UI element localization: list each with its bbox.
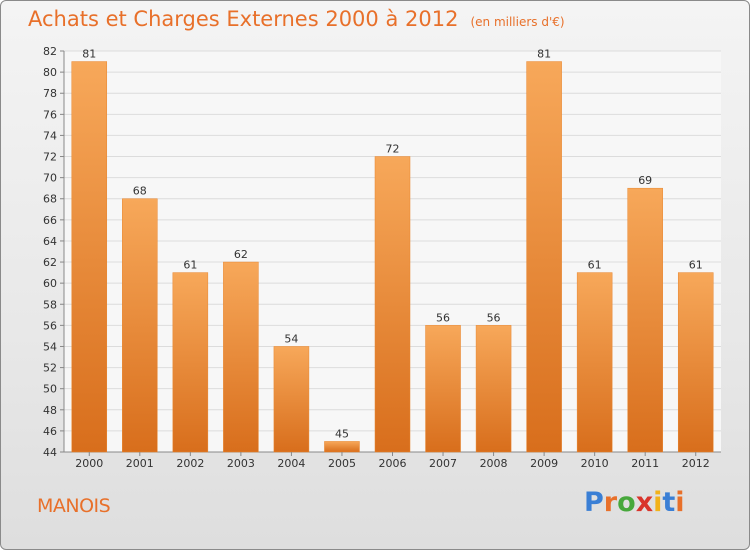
bar-value-label: 61 (183, 259, 197, 272)
bar-value-label: 69 (638, 174, 652, 187)
x-tick-label: 2006 (379, 457, 407, 470)
x-tick-label: 2003 (227, 457, 255, 470)
bar (172, 272, 209, 453)
bar (425, 325, 461, 453)
y-tick-label: 72 (43, 151, 57, 164)
logo-letter: i (653, 487, 663, 518)
logo-letter: P (584, 487, 604, 518)
logo-letter: i (675, 487, 685, 518)
y-tick-label: 60 (43, 277, 57, 290)
y-tick-label: 52 (43, 362, 57, 375)
y-tick-label: 54 (43, 340, 57, 353)
y-tick-label: 66 (43, 214, 57, 227)
bar-value-label: 54 (284, 332, 298, 345)
bar (324, 441, 360, 453)
y-tick-label: 80 (43, 66, 57, 79)
x-tick-label: 2001 (126, 457, 154, 470)
bar (627, 187, 663, 453)
x-tick-label: 2002 (176, 457, 204, 470)
y-tick-label: 44 (43, 446, 57, 459)
bar-value-label: 81 (82, 48, 96, 61)
bar-value-label: 61 (689, 259, 703, 272)
bar-value-label: 56 (436, 311, 450, 324)
bar-value-label: 72 (386, 143, 400, 156)
x-tick-label: 2008 (480, 457, 508, 470)
bar (677, 272, 714, 453)
x-tick-label: 2010 (581, 457, 609, 470)
y-tick-label: 74 (43, 129, 57, 142)
y-tick-label: 56 (43, 319, 57, 332)
logo-letter: t (662, 487, 676, 518)
x-tick-label: 2011 (631, 457, 659, 470)
chart-subtitle: (en milliers d'€) (470, 15, 565, 29)
commune-name: MANOIS (37, 495, 111, 517)
y-tick-label: 76 (43, 108, 57, 121)
y-tick-label: 82 (43, 45, 57, 58)
y-tick-label: 70 (43, 172, 57, 185)
bar (526, 61, 562, 453)
bar-value-label: 68 (133, 185, 147, 198)
bar (273, 346, 310, 453)
bar (223, 261, 259, 453)
bar (71, 61, 108, 453)
bar-value-label: 45 (335, 427, 349, 440)
x-tick-label: 2007 (429, 457, 457, 470)
y-tick-label: 78 (43, 87, 57, 100)
x-tick-label: 2009 (530, 457, 558, 470)
bar (576, 272, 613, 453)
chart-title: Achats et Charges Externes 2000 à 2012 (e… (28, 7, 565, 31)
bar-value-label: 81 (537, 48, 551, 61)
x-tick-label: 2000 (75, 457, 103, 470)
title-text: Achats et Charges Externes 2000 à 2012 (28, 7, 459, 31)
y-tick-label: 62 (43, 256, 57, 269)
bar-value-label: 56 (487, 311, 501, 324)
x-tick-label: 2004 (277, 457, 305, 470)
bar (122, 198, 158, 453)
y-tick-label: 48 (43, 404, 57, 417)
y-tick-label: 50 (43, 383, 57, 396)
proxiti-logo[interactable]: Proxiti (584, 487, 685, 518)
x-tick-label: 2012 (682, 457, 710, 470)
y-tick-label: 68 (43, 193, 57, 206)
bar (475, 325, 512, 453)
logo-letter: x (635, 487, 654, 518)
bar-value-label: 61 (588, 259, 602, 272)
bar-value-label: 62 (234, 248, 248, 261)
x-tick-label: 2005 (328, 457, 356, 470)
bar (374, 156, 411, 453)
logo-letter: o (617, 487, 636, 518)
y-tick-label: 58 (43, 298, 57, 311)
y-tick-label: 64 (43, 235, 57, 248)
y-tick-label: 46 (43, 425, 57, 438)
logo-letter: r (603, 487, 618, 518)
